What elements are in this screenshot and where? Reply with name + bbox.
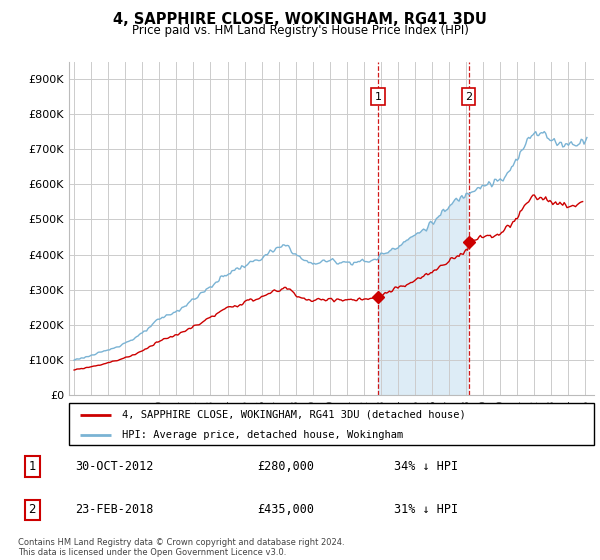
Text: 4, SAPPHIRE CLOSE, WOKINGHAM, RG41 3DU: 4, SAPPHIRE CLOSE, WOKINGHAM, RG41 3DU (113, 12, 487, 27)
Text: Price paid vs. HM Land Registry's House Price Index (HPI): Price paid vs. HM Land Registry's House … (131, 24, 469, 36)
Text: Contains HM Land Registry data © Crown copyright and database right 2024.
This d: Contains HM Land Registry data © Crown c… (18, 538, 344, 557)
Text: 1: 1 (29, 460, 36, 473)
Text: 4, SAPPHIRE CLOSE, WOKINGHAM, RG41 3DU (detached house): 4, SAPPHIRE CLOSE, WOKINGHAM, RG41 3DU (… (121, 410, 465, 420)
Text: 30-OCT-2012: 30-OCT-2012 (75, 460, 154, 473)
Text: 23-FEB-2018: 23-FEB-2018 (75, 503, 154, 516)
Text: £435,000: £435,000 (257, 503, 314, 516)
Text: HPI: Average price, detached house, Wokingham: HPI: Average price, detached house, Woki… (121, 430, 403, 440)
Text: 1: 1 (374, 92, 382, 102)
Text: 2: 2 (465, 92, 472, 102)
Text: 31% ↓ HPI: 31% ↓ HPI (394, 503, 458, 516)
Text: 34% ↓ HPI: 34% ↓ HPI (394, 460, 458, 473)
Text: £280,000: £280,000 (257, 460, 314, 473)
Text: 2: 2 (29, 503, 36, 516)
FancyBboxPatch shape (69, 403, 594, 445)
